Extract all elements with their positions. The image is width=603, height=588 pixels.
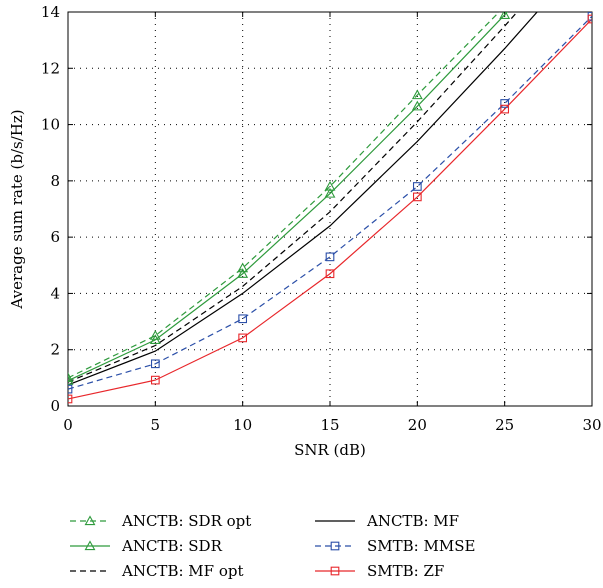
grid (68, 12, 592, 406)
series-line-1 (68, 12, 509, 382)
legend-label: SMTB: MMSE (367, 537, 475, 555)
y-tick-label: 6 (50, 228, 60, 246)
y-tick-label: 0 (50, 397, 60, 415)
legend-label: ANCTB: SDR (121, 537, 223, 555)
triangle-marker (237, 262, 249, 273)
axis-ticks: 0 5 10 15 20 25 30 0 2 4 6 8 10 12 14 (41, 3, 602, 434)
x-tick-label: 30 (582, 416, 601, 434)
legend-label: ANCTB: SDR opt (121, 512, 251, 530)
y-tick-label: 4 (50, 284, 60, 302)
triangle-marker (411, 100, 423, 111)
square-marker (238, 333, 248, 343)
square-marker (325, 269, 335, 279)
x-tick-label: 20 (408, 416, 427, 434)
triangle-marker (84, 540, 96, 551)
x-tick-label: 25 (495, 416, 514, 434)
legend-item: ANCTB: SDR (70, 537, 223, 555)
square-marker (150, 359, 160, 369)
series-group (68, 12, 592, 400)
triangle-marker (237, 268, 249, 278)
triangle-marker (499, 12, 511, 19)
y-tick-label: 10 (41, 116, 60, 134)
triangle-marker (68, 372, 74, 383)
y-tick-label: 14 (41, 3, 60, 21)
series-line-5 (68, 18, 592, 400)
square-marker (330, 566, 340, 576)
y-axis-label: Average sum rate (b/s/Hz) (8, 109, 26, 309)
square-marker (238, 314, 248, 324)
series-line-4 (68, 15, 592, 390)
legend-item: ANCTB: SDR opt (70, 512, 251, 530)
legend-label: ANCTB: MF (366, 512, 459, 530)
square-marker (587, 14, 592, 24)
y-tick-label: 8 (50, 172, 60, 190)
x-tick-label: 15 (320, 416, 339, 434)
square-marker (412, 182, 422, 191)
triangle-marker (84, 515, 96, 526)
legend-label: ANCTB: MF opt (121, 562, 243, 580)
square-marker (412, 192, 422, 202)
square-marker (150, 375, 160, 385)
legend-label: SMTB: ZF (367, 562, 444, 580)
x-axis-label: SNR (dB) (294, 441, 366, 459)
square-marker (68, 394, 73, 404)
plot-frame (67, 11, 593, 407)
square-marker (330, 541, 340, 551)
triangle-marker (149, 330, 161, 340)
legend-item: ANCTB: MF opt (70, 562, 243, 580)
series-line-2 (68, 12, 518, 383)
square-marker (500, 99, 510, 108)
legend: ANCTB: SDR opt ANCTB: SDR ANCTB: MF opt ANC… (70, 512, 475, 580)
triangle-marker (411, 89, 423, 100)
legend-item: SMTB: MMSE (315, 537, 475, 555)
square-marker (325, 252, 335, 262)
x-tick-label: 5 (151, 416, 161, 434)
square-marker (500, 104, 510, 114)
series-line-3 (68, 12, 538, 386)
triangle-marker (324, 187, 336, 198)
y-tick-label: 12 (41, 59, 60, 77)
legend-item: ANCTB: MF (315, 512, 459, 530)
x-tick-label: 0 (63, 416, 73, 434)
triangle-marker (500, 2, 509, 10)
y-tick-label: 2 (50, 341, 60, 359)
x-tick-label: 10 (233, 416, 252, 434)
marker-group (68, 2, 592, 404)
triangle-marker (68, 375, 74, 385)
triangle-marker (149, 334, 161, 345)
legend-item: SMTB: ZF (315, 562, 444, 580)
square-marker (68, 384, 73, 394)
